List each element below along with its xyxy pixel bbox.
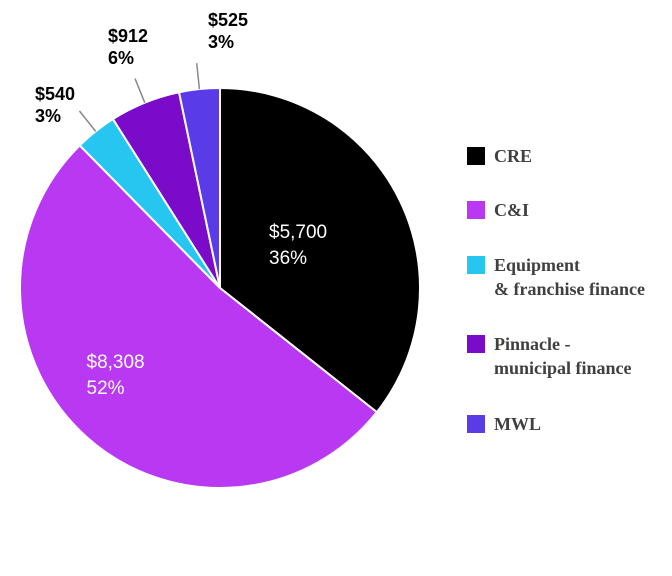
legend: CRE C&I Equipment & franchise finance Pinnac… bbox=[467, 146, 645, 434]
pie-slices bbox=[19, 86, 421, 489]
value-label-mwl: $525 bbox=[208, 10, 248, 30]
value-label-equipment-and-franchise-finance: $540 bbox=[35, 84, 75, 104]
legend-swatch-cre bbox=[467, 147, 485, 165]
legend-item-equipment-and-franchise-finance: Equipment & franchise finance bbox=[467, 255, 645, 299]
percent-label-mwl: 3% bbox=[208, 32, 234, 52]
legend-swatch-pinnacle-municipal-finance bbox=[467, 335, 485, 353]
percent-label-cre: 36% bbox=[269, 248, 307, 269]
value-label-candi: $8,308 bbox=[87, 352, 145, 373]
leader-lines bbox=[78, 63, 201, 132]
percent-label-candi: 52% bbox=[87, 378, 125, 399]
leader-line-equipment-and-franchise-finance bbox=[78, 110, 97, 132]
legend-item-mwl: MWL bbox=[467, 414, 541, 434]
percent-label-pinnacle-municipal-finance: 6% bbox=[108, 48, 134, 68]
pie-slice-cre bbox=[219, 86, 421, 414]
leader-line-mwl bbox=[195, 63, 201, 90]
leader-line-pinnacle-municipal-finance bbox=[134, 78, 146, 103]
legend-label-mwl: MWL bbox=[494, 414, 541, 434]
legend-item-cre: CRE bbox=[467, 146, 532, 166]
legend-label-equipment-and-franchise-finance-line-2: & franchise finance bbox=[494, 279, 645, 299]
legend-label-equipment-and-franchise-finance: Equipment bbox=[494, 255, 580, 275]
legend-label-pinnacle-municipal-finance-line-2: municipal finance bbox=[494, 358, 632, 378]
pie-slice-candi bbox=[19, 143, 379, 489]
legend-item-pinnacle-municipal-finance: Pinnacle - municipal finance bbox=[467, 334, 632, 378]
percent-label-equipment-and-franchise-finance: 3% bbox=[35, 106, 61, 126]
legend-swatch-candi bbox=[467, 201, 485, 219]
legend-label-candi: C&I bbox=[494, 200, 529, 220]
legend-item-candi: C&I bbox=[467, 200, 529, 220]
legend-swatch-equipment-and-franchise-finance bbox=[467, 256, 485, 274]
value-label-pinnacle-municipal-finance: $912 bbox=[108, 26, 148, 46]
legend-swatch-mwl bbox=[467, 415, 485, 433]
legend-label-cre: CRE bbox=[494, 146, 532, 166]
value-label-cre: $5,700 bbox=[269, 222, 327, 243]
legend-label-pinnacle-municipal-finance: Pinnacle - bbox=[494, 334, 571, 354]
